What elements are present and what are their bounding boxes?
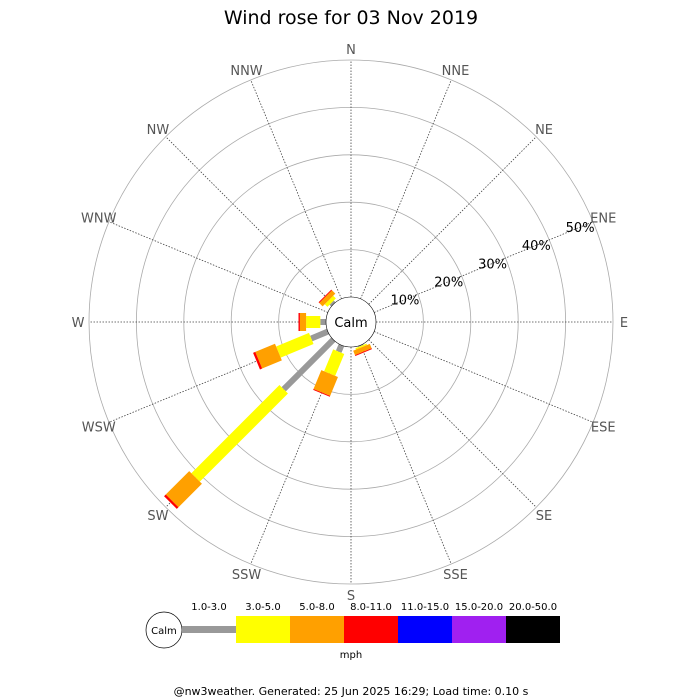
bar-wsw-bin-2 xyxy=(255,343,282,369)
dir-label-w: W xyxy=(72,316,85,331)
percent-tick-label: 40% xyxy=(522,239,551,254)
percent-tick-label: 20% xyxy=(434,276,463,291)
bar-ssw-bin-2 xyxy=(313,370,338,396)
bar-wsw-bin-0 xyxy=(310,328,330,342)
bar-wsw-bin-1 xyxy=(276,332,314,358)
legend-unit: mph xyxy=(340,650,362,661)
legend-bin-label: 8.0-11.0 xyxy=(350,602,392,613)
dir-label-sw: SW xyxy=(147,509,168,524)
bar-nw-bin-0 xyxy=(329,300,336,307)
legend-bin-label: 5.0-8.0 xyxy=(299,602,334,613)
legend-swatch-3 xyxy=(344,616,398,643)
bar-nw-bin-3 xyxy=(318,289,332,303)
dir-label-ssw: SSW xyxy=(232,568,262,583)
spoke-nne xyxy=(360,79,452,300)
legend-swatch-1 xyxy=(236,616,290,643)
dir-label-e: E xyxy=(620,316,628,331)
bar-sw-bin-0 xyxy=(281,337,336,392)
spoke-ene xyxy=(373,221,594,313)
dir-label-nnw: NNW xyxy=(230,64,262,79)
percent-tick-label: 50% xyxy=(566,221,595,236)
spoke-se xyxy=(368,339,537,508)
grid-circle xyxy=(230,201,472,443)
bar-sw-bin-1 xyxy=(191,385,288,482)
spoke-nnw xyxy=(250,79,342,300)
legend-bin-label: 15.0-20.0 xyxy=(455,602,503,613)
legend-swatch-2 xyxy=(290,616,344,643)
spoke-nw xyxy=(165,136,334,305)
bar-ssw-bin-0 xyxy=(335,343,345,353)
legend-swatch-4 xyxy=(398,616,452,643)
wind-bars xyxy=(164,289,372,509)
legend-bin-label: 3.0-5.0 xyxy=(245,602,280,613)
dir-label-nne: NNE xyxy=(442,64,470,79)
dir-label-ese: ESE xyxy=(591,420,616,435)
dir-label-ne: NE xyxy=(535,123,553,138)
legend-swatch-6 xyxy=(506,616,560,643)
legend-bin-label: 11.0-15.0 xyxy=(401,602,449,613)
legend-swatch-0 xyxy=(182,626,236,633)
spoke-ne xyxy=(368,136,537,305)
bar-nw-bin-2 xyxy=(319,290,336,307)
bar-ssw-bin-1 xyxy=(324,349,345,376)
bar-sse-bin-2 xyxy=(353,343,372,356)
calm-circle xyxy=(325,296,377,348)
footer-text: @nw3weather. Generated: 25 Jun 2025 16:2… xyxy=(174,685,529,698)
spoke-wnw xyxy=(108,221,329,313)
legend-calm-label: Calm xyxy=(151,626,177,637)
dir-label-s: S xyxy=(347,589,355,604)
calm-label: Calm xyxy=(334,316,367,331)
chart-title: Wind rose for 03 Nov 2019 xyxy=(224,7,478,29)
dir-label-se: SE xyxy=(536,509,552,524)
dir-label-n: N xyxy=(346,43,356,58)
bar-sse-bin-1 xyxy=(355,343,368,350)
grid-circle xyxy=(88,59,614,585)
bar-sw-bin-3 xyxy=(164,494,179,509)
legend-bin-label: 20.0-50.0 xyxy=(509,602,557,613)
bar-wsw-bin-3 xyxy=(253,351,263,370)
speed-legend: Calm mph 1.0-3.0 3.0-5.0 5.0-8.0 8.0-11.0 11… xyxy=(145,602,560,661)
bar-nw-bin-1 xyxy=(324,295,336,307)
dir-label-wsw: WSW xyxy=(82,420,116,435)
spoke-ese xyxy=(373,331,594,423)
spoke-sse xyxy=(360,344,452,565)
calm-center: Calm xyxy=(325,296,377,348)
bar-sw-bin-2 xyxy=(165,471,202,508)
legend-swatch-5 xyxy=(452,616,506,643)
grid-circle xyxy=(278,249,424,395)
dir-label-wnw: WNW xyxy=(81,212,117,227)
legend-bin-label: 1.0-3.0 xyxy=(191,602,226,613)
percent-tick-label: 30% xyxy=(478,257,507,272)
dir-label-ene: ENE xyxy=(590,212,616,227)
percent-tick-label: 10% xyxy=(391,294,420,309)
percent-labels: 10% 20% 30% 40% 50% xyxy=(391,221,595,309)
direction-labels: N NNE NE ENE E ESE SE SSE S SSW SW WSW W WNW NW NNW xyxy=(72,43,629,604)
dir-label-nw: NW xyxy=(147,123,170,138)
dir-label-sse: SSE xyxy=(443,568,468,583)
